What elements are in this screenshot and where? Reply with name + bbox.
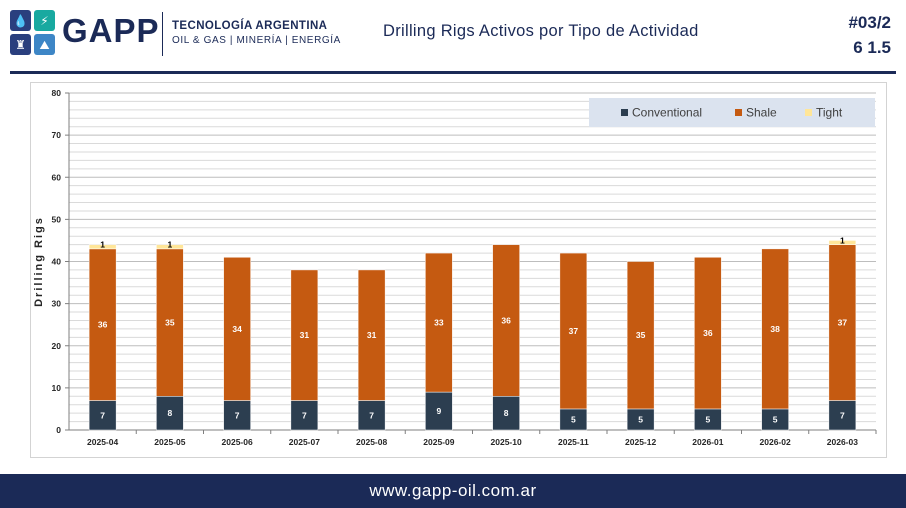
bar-segment-conventional — [425, 391, 453, 431]
data-label-shale: 37 — [569, 326, 579, 336]
bar-segment-shale — [761, 248, 789, 410]
bar-segment-shale — [156, 248, 184, 397]
tagline-secondary: OIL & GAS | MINERÍA | ENERGÍA — [172, 35, 341, 46]
x-tick-label: 2025-10 — [491, 437, 522, 447]
y-tick-label: 60 — [52, 172, 62, 182]
bar-segment-conventional — [492, 396, 520, 431]
data-label-conventional: 5 — [773, 414, 778, 424]
x-tick-label: 2026-03 — [827, 437, 858, 447]
bar-segment-conventional — [88, 400, 117, 431]
legend-swatch-shale — [735, 109, 742, 116]
y-tick-label: 10 — [52, 383, 62, 393]
data-label-conventional: 5 — [571, 414, 576, 424]
x-tick-label: 2025-11 — [558, 437, 589, 447]
page-title: Drilling Rigs Activos por Tipo de Activi… — [383, 22, 699, 40]
data-label-shale: 36 — [501, 315, 511, 325]
bar-segment-shale — [425, 252, 453, 393]
data-label-shale: 34 — [232, 324, 242, 334]
x-tick-label: 2026-01 — [692, 437, 723, 447]
x-tick-label: 2026-02 — [760, 437, 791, 447]
header-divider — [10, 71, 896, 74]
data-label-shale: 36 — [703, 328, 713, 338]
data-label-conventional: 5 — [638, 414, 643, 424]
data-label-shale: 35 — [636, 330, 646, 340]
data-label-shale: 38 — [770, 324, 780, 334]
document-version: 6 1.5 — [853, 38, 891, 57]
data-label-conventional: 7 — [235, 410, 240, 420]
x-tick-label: 2025-07 — [289, 437, 320, 447]
data-label-tight: 1 — [100, 240, 105, 250]
y-tick-label: 0 — [56, 425, 61, 435]
y-axis-label: Drilling Rigs — [33, 216, 45, 307]
x-tick-label: 2025-08 — [356, 437, 387, 447]
y-tick-label: 40 — [52, 257, 62, 267]
logo: 💧 ⚡ ♜ ⛰ — [10, 10, 56, 56]
data-label-conventional: 7 — [302, 410, 307, 420]
brand-divider — [162, 12, 163, 56]
bar-segment-shale — [559, 252, 588, 410]
data-label-shale: 36 — [98, 320, 108, 330]
bar-segment-conventional — [357, 400, 386, 431]
lightning-icon: ⚡ — [34, 10, 55, 31]
footer-url[interactable]: www.gapp-oil.com.ar — [369, 481, 537, 500]
bar-segment-shale — [492, 244, 520, 397]
x-tick-label: 2025-06 — [222, 437, 253, 447]
data-label-conventional: 7 — [840, 410, 845, 420]
x-tick-label: 2025-04 — [87, 437, 118, 447]
bar-segment-conventional — [290, 400, 319, 431]
y-tick-label: 30 — [52, 299, 62, 309]
y-tick-label: 50 — [52, 214, 62, 224]
x-tick-label: 2025-12 — [625, 437, 656, 447]
bar-segment-shale — [357, 269, 386, 401]
data-label-shale: 35 — [165, 318, 175, 328]
bar-segment-conventional — [156, 396, 184, 431]
data-label-tight: 1 — [840, 235, 845, 245]
oil-drop-icon: 💧 — [10, 10, 31, 31]
bar-segment-tight — [828, 240, 857, 245]
data-label-tight: 1 — [168, 240, 173, 250]
bar-segment-tight — [88, 244, 117, 250]
legend-label-shale: Shale — [746, 106, 777, 120]
data-label-conventional: 7 — [369, 410, 374, 420]
bar-segment-shale — [223, 257, 251, 401]
document-id: #03/2 6 1.5 — [848, 10, 891, 60]
bar-segment-tight — [156, 244, 184, 250]
data-label-conventional: 7 — [100, 410, 105, 420]
bar-segment-conventional — [223, 400, 251, 431]
tagline-primary: TECNOLOGÍA ARGENTINA — [172, 20, 328, 32]
y-tick-label: 20 — [52, 341, 62, 351]
bar-segment-conventional — [828, 400, 857, 431]
data-label-shale: 33 — [434, 318, 444, 328]
legend-swatch-conventional — [621, 109, 628, 116]
legend-swatch-tight — [805, 109, 812, 116]
bar-segment-shale — [694, 257, 722, 410]
bar-segment-shale — [626, 261, 655, 410]
oil-rig-icon: ♜ — [10, 34, 31, 55]
y-tick-label: 80 — [52, 88, 62, 98]
data-label-shale: 37 — [838, 318, 848, 328]
chart-frame: 0 10 20 30 40 50 60 70 80 Drilling Rigs 7 36 1 2025-0… — [30, 82, 887, 458]
x-tick-label: 2025-05 — [154, 437, 185, 447]
data-label-shale: 31 — [300, 330, 310, 340]
document-number: #03/2 — [848, 13, 891, 32]
data-label-shale: 31 — [367, 330, 377, 340]
legend-box — [589, 98, 875, 127]
data-label-conventional: 5 — [706, 414, 711, 424]
footer: www.gapp-oil.com.ar — [0, 474, 906, 508]
stacked-bar-chart: 0 10 20 30 40 50 60 70 80 Drilling Rigs 7 36 1 2025-0… — [33, 88, 877, 447]
legend-label-tight: Tight — [816, 106, 843, 120]
data-label-conventional: 8 — [504, 408, 509, 418]
y-tick-label: 70 — [52, 130, 62, 140]
bar-segment-shale — [290, 269, 319, 401]
legend-label-conventional: Conventional — [632, 106, 702, 120]
x-tick-label: 2025-09 — [423, 437, 454, 447]
header: 💧 ⚡ ♜ ⛰ GAPP TECNOLOGÍA ARGENTINA OIL & … — [0, 0, 906, 74]
brand-name: GAPP — [62, 12, 160, 49]
mountain-icon: ⛰ — [34, 34, 55, 55]
data-label-conventional: 8 — [168, 408, 173, 418]
data-label-conventional: 9 — [437, 406, 442, 416]
